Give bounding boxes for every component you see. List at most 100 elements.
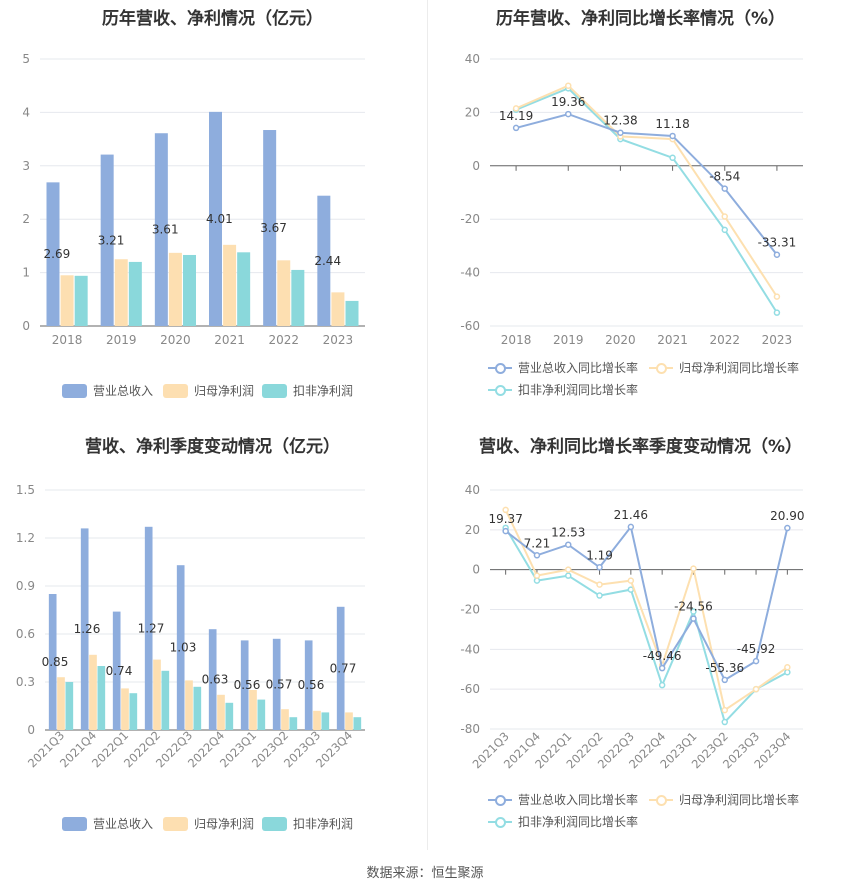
y-tick-label: -40 <box>460 266 480 280</box>
data-point <box>533 572 541 579</box>
legend-item-revenue[interactable]: 营业总收入 <box>62 382 153 399</box>
bar-营业总收入 <box>100 154 114 326</box>
x-tick-label: 2023 <box>762 333 793 347</box>
bar-扣非净利润 <box>183 254 196 326</box>
data-point <box>690 608 697 615</box>
y-tick-label: -60 <box>460 319 480 333</box>
data-point <box>669 132 676 140</box>
legend-line-symbol <box>488 815 512 829</box>
data-point <box>690 565 697 572</box>
y-tick-label: 0 <box>472 159 480 173</box>
y-tick-label: 0.9 <box>16 579 35 593</box>
legend-item-net-profit-growth[interactable]: 归母净利润同比增长率 <box>649 791 799 808</box>
chart-title: 历年营收、净利情况（亿元） <box>102 9 323 29</box>
legend-item-revenue-growth[interactable]: 营业总收入同比增长率 <box>488 791 638 808</box>
y-tick-label: 1.2 <box>16 531 35 545</box>
legend-item-deducted-profit-growth[interactable]: 扣非净利润同比增长率 <box>488 381 638 398</box>
line-data-label: 19.37 <box>488 512 522 526</box>
y-tick-label: 20 <box>465 105 480 119</box>
bar-营业总收入 <box>209 111 222 326</box>
y-tick-label: 4 <box>22 105 30 119</box>
x-tick-label: 2021 <box>657 333 688 347</box>
legend-line-symbol <box>649 361 673 375</box>
chart-title: 历年营收、净利同比增长率情况（%） <box>495 9 786 29</box>
bar-扣非净利润 <box>129 693 138 730</box>
quarterly-growth-rate-chart: 营收、净利同比增长率季度变动情况（%） -80 -60 -40 -20 0 20 40 19.… <box>428 428 850 848</box>
legend-item-net-profit[interactable]: 归母净利润 <box>163 815 254 832</box>
chart-title: 营收、净利季度变动情况（亿元） <box>85 437 340 457</box>
bar-归母净利润 <box>223 244 237 326</box>
x-tick-label: 2023 <box>323 333 354 347</box>
bar-扣非净利润 <box>97 666 106 730</box>
bar-营业总收入 <box>317 195 331 326</box>
x-tick-label: 2021 <box>214 333 245 347</box>
y-tick-label: -60 <box>460 682 480 696</box>
bar-扣非净利润 <box>65 682 74 730</box>
data-point <box>721 676 728 684</box>
bar-扣非净利润 <box>291 269 305 326</box>
legend-label: 归母净利润 <box>194 384 255 398</box>
data-point <box>752 657 760 665</box>
bar-归母净利润 <box>114 259 128 326</box>
bar-data-label: 0.74 <box>106 664 133 678</box>
line-data-label: 11.18 <box>655 117 689 131</box>
legend-label: 扣非净利润 <box>293 384 354 398</box>
data-point <box>721 226 728 234</box>
legend-item-net-profit[interactable]: 归母净利润 <box>163 382 254 399</box>
chart-legend: 营业总收入同比增长率 归母净利润同比增长率 扣非净利润同比增长率 <box>428 791 850 836</box>
legend-swatch <box>62 816 87 831</box>
bar-data-label: 4.01 <box>206 212 233 226</box>
line-data-label: 12.38 <box>603 114 637 128</box>
x-tick-label: 2018 <box>52 333 83 347</box>
bar-data-label: 2.44 <box>314 254 341 268</box>
bar-营业总收入 <box>48 594 57 730</box>
legend-item-net-profit-growth[interactable]: 归母净利润同比增长率 <box>649 359 799 376</box>
data-source-note: 数据来源：恒生聚源 <box>366 866 484 881</box>
y-tick-label: 0.6 <box>16 627 35 641</box>
bar-扣非净利润 <box>193 686 202 730</box>
data-point <box>658 681 666 689</box>
legend-swatch <box>262 383 287 398</box>
bar-归母净利润 <box>281 709 289 730</box>
x-tick-label: 2020 <box>605 333 636 347</box>
data-point <box>596 564 603 571</box>
bar-营业总收入 <box>263 130 277 326</box>
bar-data-label: 0.56 <box>234 678 261 692</box>
bar-归母净利润 <box>57 677 65 730</box>
legend-label: 归母净利润同比增长率 <box>679 361 800 375</box>
line-data-label: 19.36 <box>551 95 585 109</box>
line-data-label: 20.90 <box>770 509 804 523</box>
bar-data-label: 1.03 <box>170 641 197 655</box>
bar-data-label: 0.63 <box>202 673 229 687</box>
bar-data-label: 0.56 <box>298 678 325 692</box>
chart-svg: 0 0.3 0.6 0.9 1.2 1.5 0.85 1.26 0.74 1.27 1.03 0.63… <box>16 483 365 770</box>
legend-label: 扣非净利润 <box>293 817 354 831</box>
bar-扣非净利润 <box>225 702 234 730</box>
legend-label: 扣非净利润同比增长率 <box>518 815 639 829</box>
legend-item-revenue[interactable]: 营业总收入 <box>62 815 153 832</box>
legend-item-revenue-growth[interactable]: 营业总收入同比增长率 <box>488 359 638 376</box>
legend-label: 营业总收入同比增长率 <box>518 361 639 375</box>
data-point <box>627 577 635 584</box>
bar-归母净利润 <box>249 690 257 730</box>
line-data-label: 1.19 <box>586 548 613 562</box>
data-point <box>721 706 728 714</box>
legend-item-deducted-profit[interactable]: 扣非净利润 <box>262 382 353 399</box>
y-tick-label: 1 <box>22 266 30 280</box>
x-tick-label: 2020 <box>160 333 191 347</box>
bar-扣非净利润 <box>257 699 266 730</box>
line-data-label: -24.56 <box>674 600 713 614</box>
data-point <box>565 82 572 89</box>
series-line-归母净利润同比增长率 <box>504 509 788 712</box>
bar-归母净利润 <box>345 712 353 730</box>
bar-扣非净利润 <box>345 300 359 326</box>
legend-label: 归母净利润同比增长率 <box>679 793 800 807</box>
annual-revenue-profit-chart: 历年营收、净利情况（亿元） 0 1 2 3 4 5 2.69 3.21 3.61 4.01 3.67… <box>0 0 425 420</box>
bar-归母净利润 <box>277 260 291 326</box>
line-data-label: 12.53 <box>551 526 585 540</box>
legend-item-deducted-profit[interactable]: 扣非净利润 <box>262 815 353 832</box>
legend-item-deducted-profit-growth[interactable]: 扣非净利润同比增长率 <box>488 813 638 830</box>
bar-data-label: 0.85 <box>42 655 69 669</box>
y-tick-label: 20 <box>465 523 480 537</box>
bar-data-label: 1.26 <box>74 622 101 636</box>
